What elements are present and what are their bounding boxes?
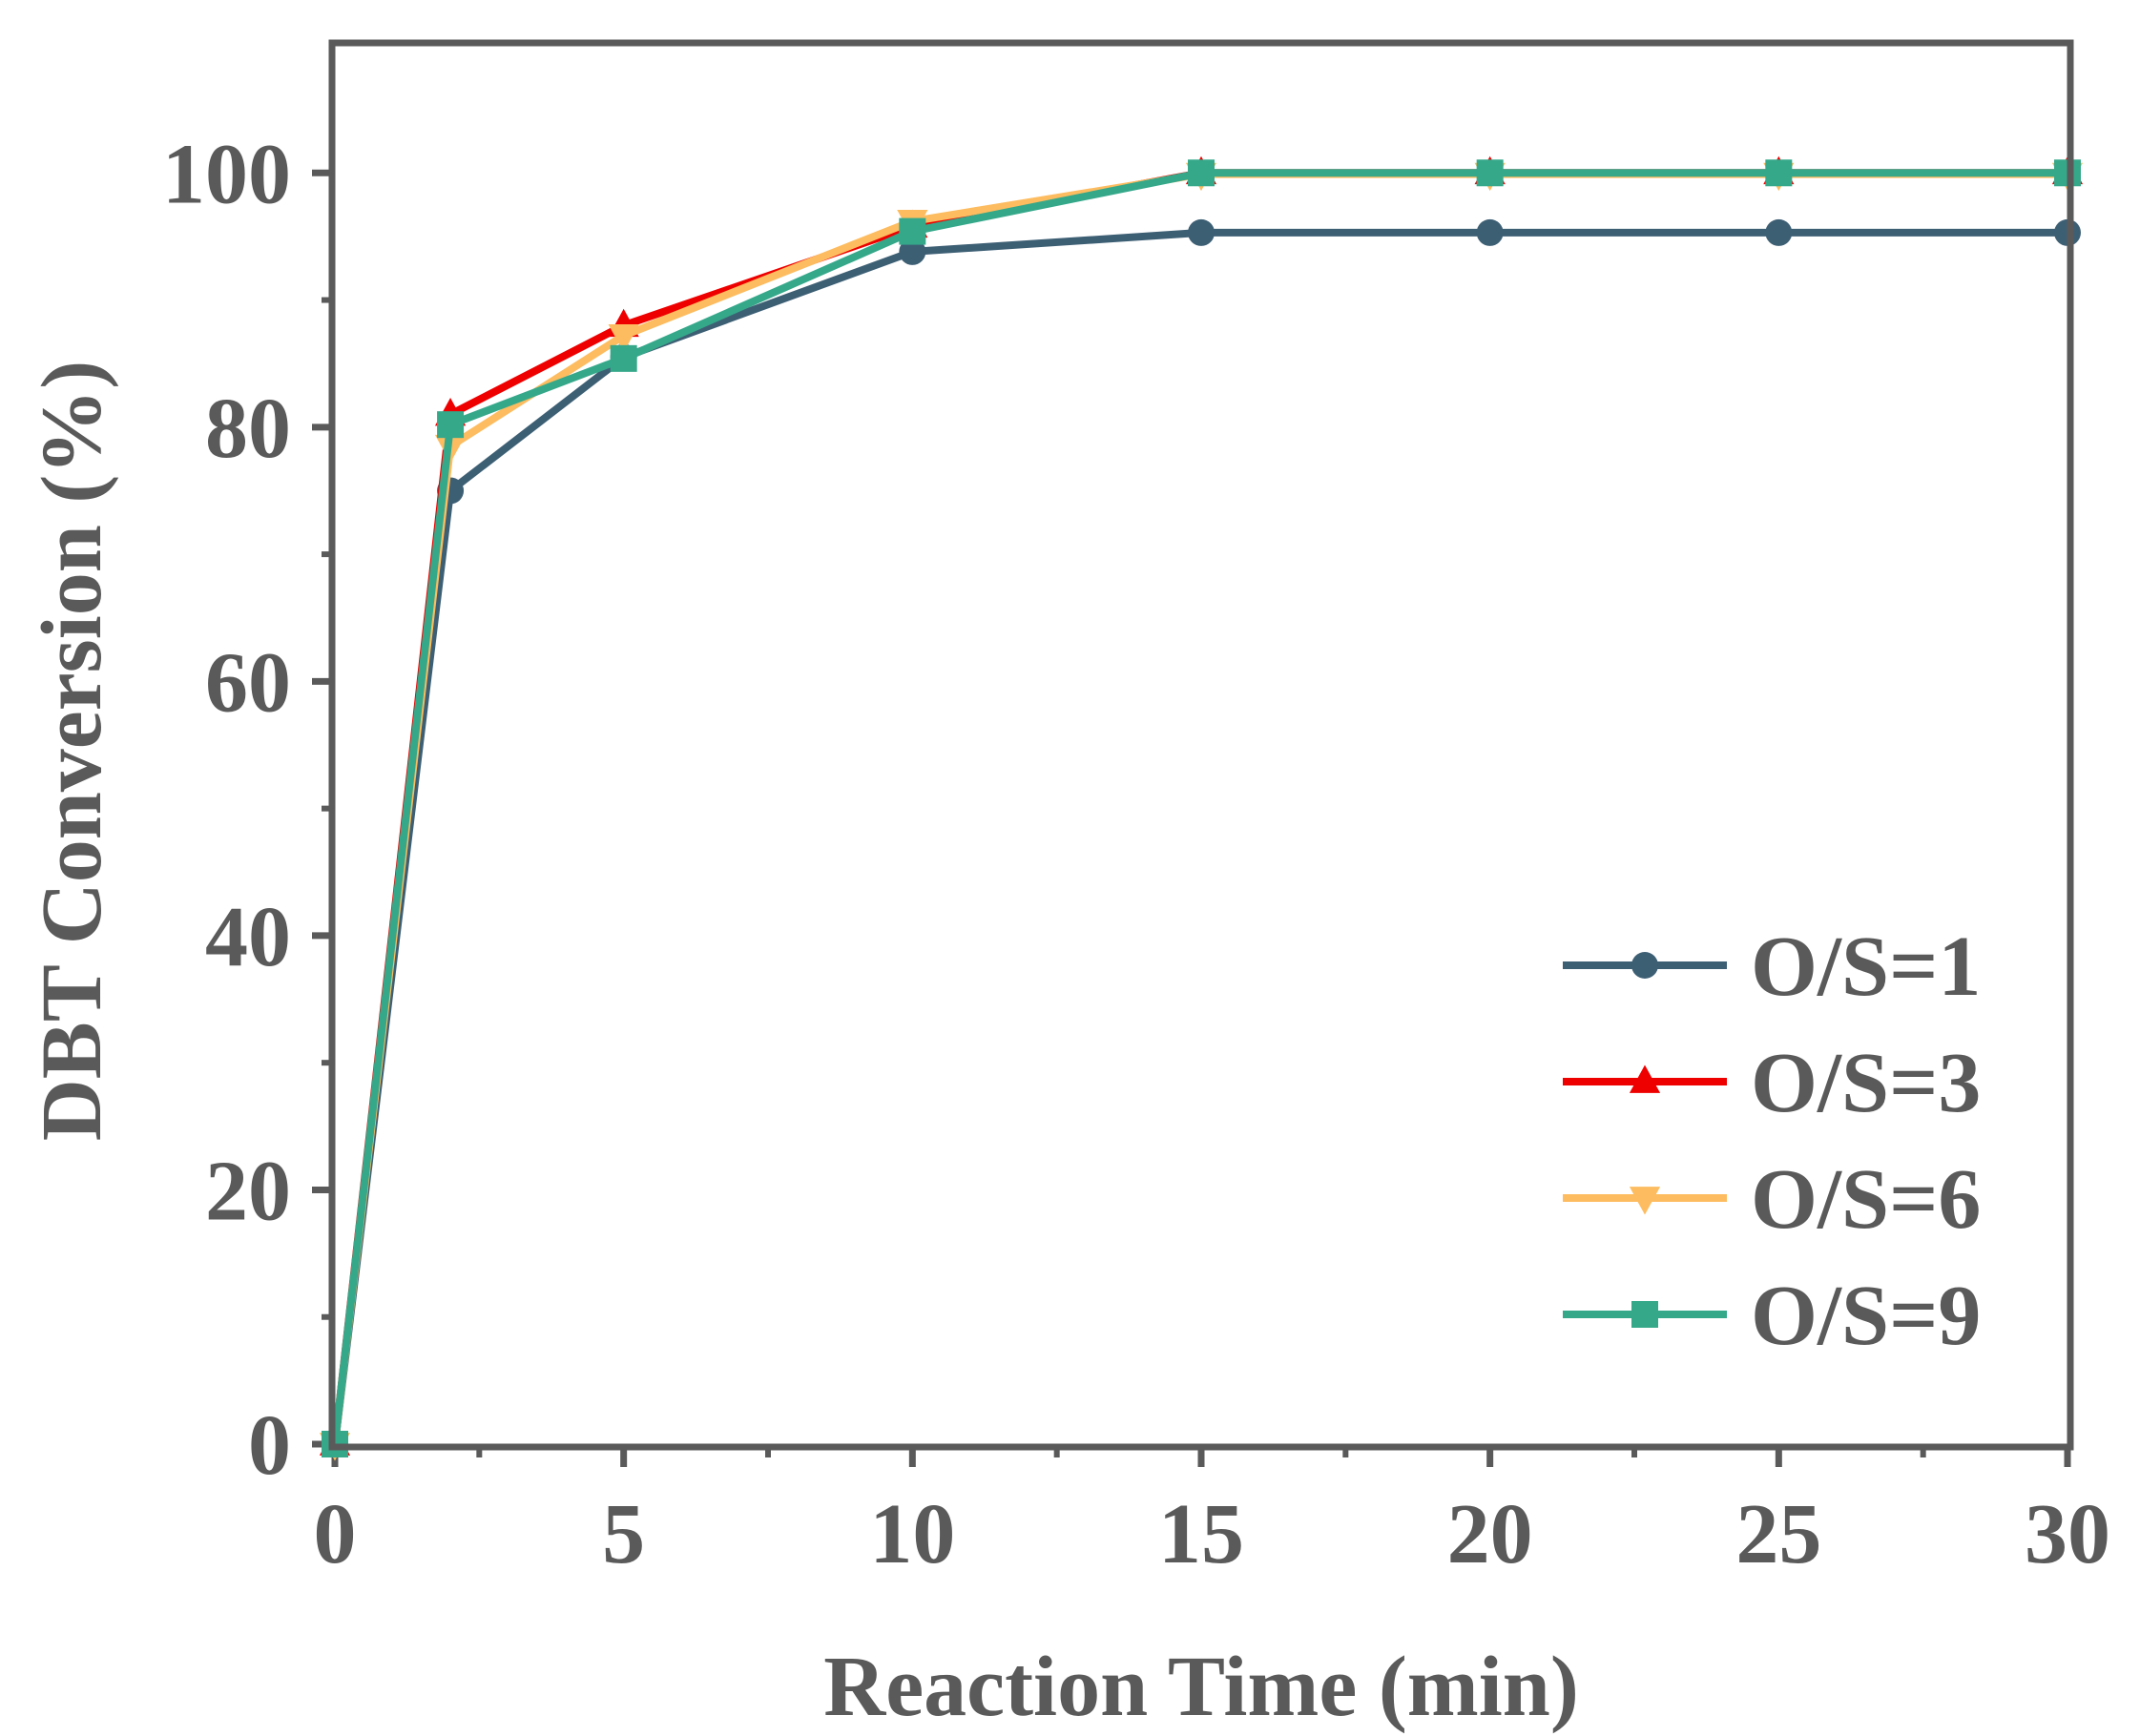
x-tick-label: 5 [602, 1487, 645, 1581]
legend-label: O/S=3 [1751, 1036, 1981, 1130]
series-os9 [322, 159, 2081, 1457]
y-tick-label: 100 [162, 127, 291, 221]
data-point [608, 323, 639, 353]
legend-item: O/S=9 [1563, 1269, 1981, 1363]
data-point [1765, 218, 1793, 246]
x-tick-label: 30 [2025, 1487, 2110, 1581]
legend-marker [1629, 1187, 1661, 1215]
series-os6 [319, 162, 2084, 1461]
x-tick-label: 25 [1735, 1487, 1821, 1581]
legend-marker [1631, 952, 1658, 979]
data-point [1476, 159, 1504, 187]
x-tick-label: 10 [869, 1487, 955, 1581]
data-point [899, 238, 926, 265]
legend-label: O/S=9 [1751, 1269, 1981, 1363]
legend-item: O/S=6 [1563, 1152, 1981, 1247]
series-line [331, 169, 2067, 1445]
y-tick-label: 0 [248, 1398, 291, 1493]
y-tick-label: 80 [205, 382, 291, 476]
series-line [331, 228, 2067, 1445]
data-point [1188, 159, 1215, 187]
data-point [1188, 218, 1215, 246]
legend-item: O/S=3 [1563, 1036, 1981, 1130]
plot-frame [328, 39, 2074, 1451]
y-axis-title: DBT Conversion (%) [25, 361, 119, 1141]
series-line [331, 170, 2067, 1445]
x-tick-label: 15 [1158, 1487, 1244, 1581]
legend-marker [1629, 1064, 1661, 1093]
legend-item: O/S=1 [1563, 920, 1981, 1014]
legend-label: O/S=6 [1751, 1152, 1981, 1247]
series-line [331, 169, 2067, 1445]
data-point [1765, 159, 1793, 187]
y-tick-label: 40 [205, 890, 291, 984]
tick-labels: 0 5 10 15 20 25 30 0 20 40 60 80 100 [162, 127, 2110, 1581]
legend: O/S=1 O/S=3 O/S=6 O/S=9 [1563, 920, 1981, 1363]
y-tick-label: 60 [205, 635, 291, 730]
legend-marker [1631, 1301, 1658, 1328]
x-axis-title: Reaction Time (min) [823, 1640, 1579, 1734]
series-os3 [319, 155, 2084, 1456]
data-point [437, 411, 465, 439]
legend-label: O/S=1 [1751, 920, 1981, 1014]
y-tick-label: 20 [205, 1144, 291, 1238]
data-point [1476, 218, 1504, 246]
x-tick-label: 0 [314, 1487, 357, 1581]
data-point [899, 217, 926, 245]
data-point [610, 344, 637, 372]
x-tick-label: 20 [1447, 1487, 1533, 1581]
series-lines [319, 155, 2084, 1461]
